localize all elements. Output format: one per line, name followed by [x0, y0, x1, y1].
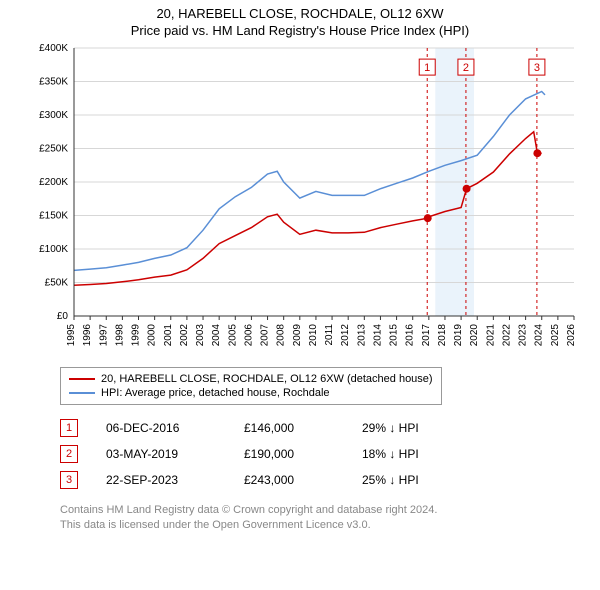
marker-date: 06-DEC-2016	[106, 421, 216, 435]
svg-text:2023: 2023	[518, 324, 529, 347]
legend-label: 20, HAREBELL CLOSE, ROCHDALE, OL12 6XW (…	[101, 373, 433, 385]
marker-badge: 3	[60, 471, 78, 489]
svg-text:2001: 2001	[163, 324, 174, 347]
svg-text:2021: 2021	[485, 324, 496, 347]
svg-text:2007: 2007	[260, 324, 271, 347]
svg-text:£300K: £300K	[39, 110, 68, 121]
svg-text:2022: 2022	[501, 324, 512, 347]
svg-text:1996: 1996	[82, 324, 93, 347]
svg-text:£150K: £150K	[39, 211, 68, 222]
legend-swatch	[69, 392, 95, 394]
svg-text:2024: 2024	[534, 324, 545, 347]
marker-badge: 1	[60, 419, 78, 437]
marker-row: 3 22-SEP-2023 £243,000 25% ↓ HPI	[60, 467, 582, 493]
svg-text:£0: £0	[57, 311, 69, 322]
marker-date: 03-MAY-2019	[106, 447, 216, 461]
svg-text:2025: 2025	[550, 324, 561, 347]
footnote: Contains HM Land Registry data © Crown c…	[60, 503, 582, 533]
legend-swatch	[69, 378, 95, 380]
footnote-line: This data is licensed under the Open Gov…	[60, 518, 582, 533]
svg-text:2014: 2014	[372, 324, 383, 347]
svg-text:£200K: £200K	[39, 177, 68, 188]
legend: 20, HAREBELL CLOSE, ROCHDALE, OL12 6XW (…	[60, 367, 442, 405]
svg-text:2010: 2010	[308, 324, 319, 347]
marker-price: £243,000	[244, 473, 334, 487]
svg-text:2016: 2016	[405, 324, 416, 347]
legend-item: 20, HAREBELL CLOSE, ROCHDALE, OL12 6XW (…	[69, 372, 433, 386]
svg-text:£350K: £350K	[39, 77, 68, 88]
chart-container: £0 £50K £100K £150K £200K £250K £300K £350K £400…	[18, 44, 582, 359]
marker-pct: 25% ↓ HPI	[362, 473, 472, 487]
svg-text:2020: 2020	[469, 324, 480, 347]
marker-badge: 2	[60, 445, 78, 463]
marker-date: 22-SEP-2023	[106, 473, 216, 487]
svg-text:1: 1	[424, 62, 430, 74]
page-container: 20, HAREBELL CLOSE, ROCHDALE, OL12 6XW P…	[0, 0, 600, 533]
svg-text:2019: 2019	[453, 324, 464, 347]
svg-text:2006: 2006	[243, 324, 254, 347]
svg-text:3: 3	[534, 62, 540, 74]
svg-text:2004: 2004	[211, 324, 222, 347]
svg-text:2015: 2015	[389, 324, 400, 347]
price-chart: £0 £50K £100K £150K £200K £250K £300K £350K £400…	[18, 44, 578, 354]
svg-text:2: 2	[463, 62, 469, 74]
svg-text:1998: 1998	[114, 324, 125, 347]
svg-text:2009: 2009	[292, 324, 303, 347]
footnote-line: Contains HM Land Registry data © Crown c…	[60, 503, 582, 518]
svg-text:2008: 2008	[276, 324, 287, 347]
svg-text:1997: 1997	[98, 324, 109, 347]
titles-block: 20, HAREBELL CLOSE, ROCHDALE, OL12 6XW P…	[0, 0, 600, 40]
svg-text:1995: 1995	[66, 324, 77, 347]
svg-text:£50K: £50K	[45, 278, 69, 289]
marker-row: 1 06-DEC-2016 £146,000 29% ↓ HPI	[60, 415, 582, 441]
marker-row: 2 03-MAY-2019 £190,000 18% ↓ HPI	[60, 441, 582, 467]
marker-pct: 18% ↓ HPI	[362, 447, 472, 461]
marker-price: £190,000	[244, 447, 334, 461]
svg-text:2018: 2018	[437, 324, 448, 347]
markers-table: 1 06-DEC-2016 £146,000 29% ↓ HPI 2 03-MA…	[60, 415, 582, 493]
marker-pct: 29% ↓ HPI	[362, 421, 472, 435]
svg-text:£100K: £100K	[39, 244, 68, 255]
legend-label: HPI: Average price, detached house, Roch…	[101, 387, 330, 399]
svg-text:2011: 2011	[324, 324, 335, 346]
svg-text:2005: 2005	[227, 324, 238, 347]
svg-text:2026: 2026	[566, 324, 577, 347]
title-main: 20, HAREBELL CLOSE, ROCHDALE, OL12 6XW	[0, 6, 600, 21]
legend-item: HPI: Average price, detached house, Roch…	[69, 386, 433, 400]
svg-text:2013: 2013	[356, 324, 367, 347]
svg-text:1999: 1999	[131, 324, 142, 347]
svg-text:£250K: £250K	[39, 144, 68, 155]
svg-text:2003: 2003	[195, 324, 206, 347]
svg-text:2002: 2002	[179, 324, 190, 347]
svg-text:2000: 2000	[147, 324, 158, 347]
svg-text:£400K: £400K	[39, 44, 68, 54]
svg-text:2017: 2017	[421, 324, 432, 347]
marker-price: £146,000	[244, 421, 334, 435]
svg-text:2012: 2012	[340, 324, 351, 347]
title-sub: Price paid vs. HM Land Registry's House …	[0, 23, 600, 38]
